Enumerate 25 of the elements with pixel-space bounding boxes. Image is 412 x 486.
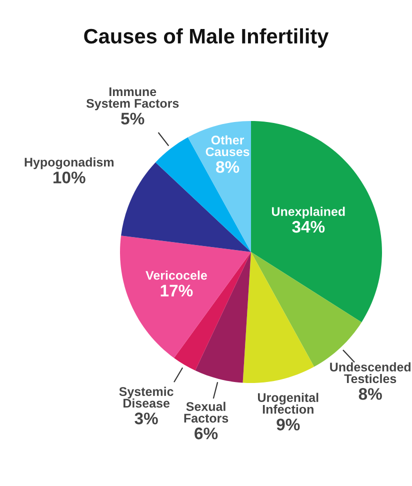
slice-label: Hypogonadism (24, 157, 114, 170)
data-label: 8% (216, 161, 240, 173)
data-label: 6% (194, 428, 218, 440)
slice-label: Vericocele (146, 270, 207, 280)
pie-slice (188, 121, 251, 252)
data-label: 8% (358, 388, 382, 400)
data-label: 9% (276, 418, 300, 430)
slice-label: Undescended Testicles (330, 362, 410, 384)
pie-slice (242, 252, 314, 383)
slice-label: Immune System Factors (86, 87, 179, 110)
data-label: 5% (121, 112, 144, 125)
slice-label: Systemic Disease (119, 386, 174, 408)
data-label: 3% (134, 412, 158, 424)
pie-slice (120, 236, 251, 358)
slice-label: Sexual Factors (184, 402, 228, 423)
pie-slice (156, 137, 251, 252)
slice-label: Other Causes (206, 135, 250, 156)
data-label: 17% (160, 284, 193, 296)
data-label: 10% (54, 172, 86, 184)
pie-slice (121, 162, 251, 252)
data-label: 34% (292, 220, 325, 233)
slice-label: Unexplained (272, 206, 345, 218)
chart-title: Causes of Male Infertility (84, 28, 329, 48)
pie-slice (251, 121, 382, 322)
slice-label: Urogenital Infection (258, 392, 318, 414)
